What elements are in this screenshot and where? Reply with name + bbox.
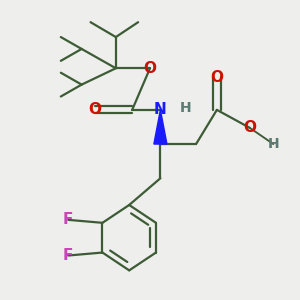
Text: N: N bbox=[154, 102, 167, 117]
Text: O: O bbox=[143, 61, 157, 76]
Text: O: O bbox=[243, 120, 256, 135]
Polygon shape bbox=[154, 110, 167, 144]
Text: H: H bbox=[268, 137, 279, 151]
Text: F: F bbox=[63, 248, 74, 263]
Text: O: O bbox=[210, 70, 224, 85]
Text: F: F bbox=[63, 212, 74, 227]
Text: H: H bbox=[180, 101, 191, 116]
Text: O: O bbox=[88, 102, 101, 117]
